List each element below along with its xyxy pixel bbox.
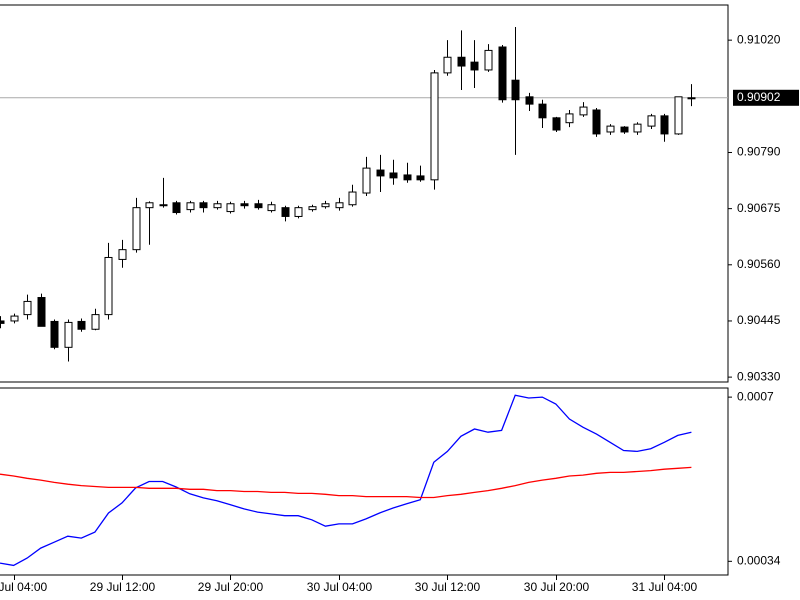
candle-body bbox=[213, 203, 222, 209]
candle-body bbox=[511, 79, 520, 101]
axes: 0.91020 0.90790 0.90675 0.90560 0.90445 0.903… bbox=[0, 32, 799, 594]
candle-body bbox=[470, 61, 479, 71]
candle-body bbox=[172, 202, 181, 214]
candle-body bbox=[308, 206, 317, 211]
candle-body bbox=[132, 207, 141, 251]
candle-body bbox=[687, 97, 696, 100]
candle-body bbox=[37, 297, 46, 327]
candle-body bbox=[77, 320, 86, 330]
candle-body bbox=[321, 203, 330, 208]
candle-body bbox=[64, 321, 73, 348]
candle-body bbox=[592, 109, 601, 135]
x-tick-label: 29 Jul 20:00 bbox=[198, 580, 264, 594]
indicator-plot bbox=[0, 394, 692, 567]
y-tick-label: 0.0007 bbox=[737, 389, 774, 403]
indicator-line bbox=[0, 394, 692, 567]
x-tick-label: 30 Jul 20:00 bbox=[524, 580, 590, 594]
y-tick-label: 0.90330 bbox=[737, 369, 781, 383]
y-tick-label: 0.90560 bbox=[737, 257, 781, 271]
candle-body bbox=[552, 117, 561, 131]
candle-body bbox=[538, 103, 547, 119]
x-tick-label: 29 Jul 12:00 bbox=[90, 580, 156, 594]
candle-body bbox=[498, 46, 507, 101]
candle-body bbox=[389, 172, 398, 179]
candle-body bbox=[0, 320, 5, 324]
candle-body bbox=[294, 207, 303, 217]
x-tick-label: 30 Jul 04:00 bbox=[307, 580, 373, 594]
candle-body bbox=[348, 191, 357, 206]
candle-body bbox=[674, 96, 683, 135]
y-tick-label: 0.00034 bbox=[737, 553, 781, 567]
candle-body bbox=[579, 106, 588, 116]
y-tick-label: 0.90790 bbox=[737, 145, 781, 159]
candle-body bbox=[443, 56, 452, 74]
candle-body bbox=[620, 126, 629, 133]
candle-body bbox=[416, 175, 425, 181]
candle-body bbox=[159, 204, 168, 207]
candle-body bbox=[50, 320, 59, 348]
candle-body bbox=[660, 115, 669, 135]
candle-body bbox=[335, 202, 344, 209]
candle-body bbox=[145, 202, 154, 209]
y-tick-label: 0.90445 bbox=[737, 313, 781, 327]
candle-body bbox=[10, 315, 19, 322]
candle-body bbox=[240, 203, 249, 207]
candle-body bbox=[104, 256, 113, 316]
candle-body bbox=[118, 249, 127, 260]
candle-body bbox=[484, 49, 493, 71]
candle-body bbox=[23, 300, 32, 316]
candle-body bbox=[186, 202, 195, 211]
candle-body bbox=[254, 203, 263, 209]
y-tick-label: 0.90675 bbox=[737, 201, 781, 215]
candle-body bbox=[457, 56, 466, 67]
candle-body bbox=[647, 115, 656, 127]
indicator-line bbox=[0, 466, 692, 499]
x-tick-label: 29 Jul 04:00 bbox=[0, 580, 48, 594]
current-price-label: 0.90902 bbox=[737, 90, 781, 104]
candle-body bbox=[606, 125, 615, 133]
indicator-plot-frame bbox=[0, 387, 729, 576]
main-plot bbox=[0, 26, 728, 362]
candle-body bbox=[403, 174, 412, 181]
x-tick-label: 31 Jul 04:00 bbox=[632, 580, 698, 594]
candle-body bbox=[565, 113, 574, 124]
candle-body bbox=[376, 169, 385, 177]
candle-body bbox=[362, 167, 371, 194]
candle-body bbox=[267, 204, 276, 212]
candle-body bbox=[633, 123, 642, 133]
candle-body bbox=[91, 314, 100, 330]
y-tick-label: 0.91020 bbox=[737, 32, 781, 46]
candle-body bbox=[199, 202, 208, 209]
candle-body bbox=[226, 203, 235, 213]
candle-body bbox=[430, 72, 439, 181]
current-price-box bbox=[733, 89, 799, 106]
candle-body bbox=[525, 96, 534, 105]
x-tick-label: 30 Jul 12:00 bbox=[415, 580, 481, 594]
candle-body bbox=[281, 207, 290, 217]
